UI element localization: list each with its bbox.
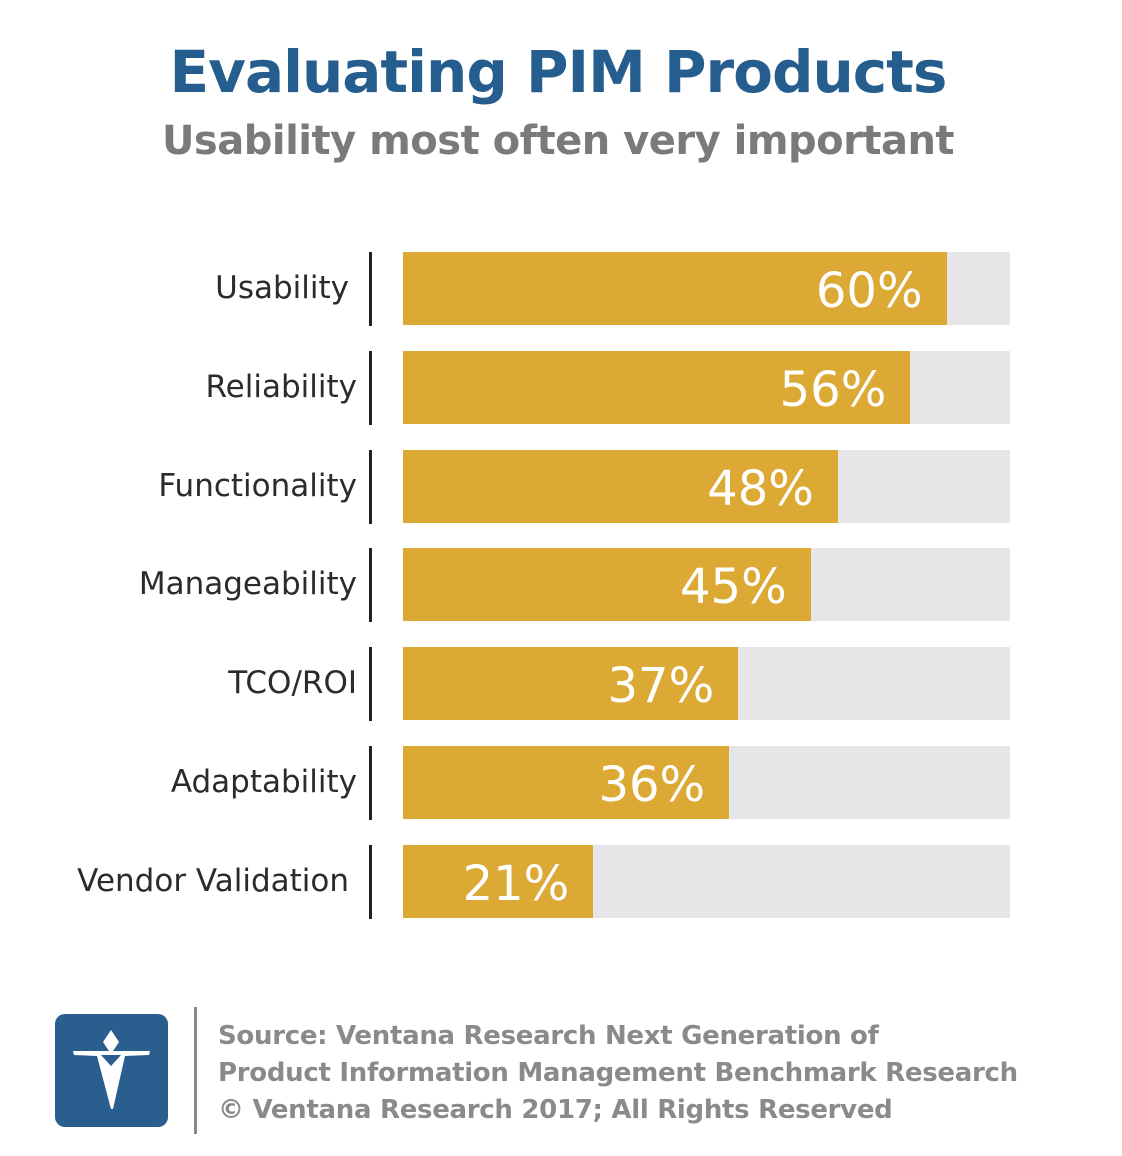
category-label: Reliability — [205, 369, 357, 405]
value-label: 60% — [815, 263, 923, 319]
axis-line — [369, 351, 372, 425]
bar-manageability: 45% — [403, 548, 811, 621]
axis-line — [369, 647, 372, 721]
category-label: Usability — [215, 270, 349, 306]
ventana-logo-icon — [55, 1014, 168, 1127]
category-label: Manageability — [138, 566, 357, 602]
value-label: 37% — [607, 658, 715, 714]
category-label: TCO/ROI — [228, 665, 357, 701]
bar-tco-roi: 37% — [403, 647, 739, 720]
source-text: Source: Ventana Research Next Generation… — [218, 1018, 1018, 1129]
axis-line — [369, 845, 372, 919]
bar-reliability: 56% — [403, 351, 911, 424]
footer-divider — [194, 1007, 197, 1134]
axis-line — [369, 450, 372, 524]
bar-track: 37% — [403, 647, 1010, 720]
bar-track: 36% — [403, 746, 1010, 819]
value-label: 45% — [679, 559, 787, 615]
bar-track: 21% — [403, 845, 1010, 918]
bar-track: 48% — [403, 450, 1010, 523]
chart-subtitle: Usability most often very important — [161, 118, 955, 164]
copyright-line: © Ventana Research 2017; All Rights Rese… — [218, 1095, 893, 1125]
source-line: Source: Ventana Research Next Generation… — [218, 1021, 879, 1051]
bar-track: 56% — [403, 351, 1010, 424]
source-line: Product Information Management Benchmark… — [218, 1058, 1018, 1088]
axis-line — [369, 746, 372, 820]
bar-vendor-validation: 21% — [403, 845, 594, 918]
bar-track: 60% — [403, 252, 1010, 325]
value-label: 36% — [598, 757, 706, 813]
bar-adaptability: 36% — [403, 746, 730, 819]
bar-usability: 60% — [403, 252, 947, 325]
value-label: 48% — [707, 461, 814, 517]
bar-track: 45% — [403, 548, 1010, 621]
axis-line — [369, 252, 372, 326]
category-label: Adaptability — [170, 764, 357, 800]
axis-line — [369, 548, 372, 622]
chart-title: Evaluating PIM Products — [169, 38, 948, 106]
category-label: Vendor Validation — [77, 863, 349, 899]
category-label: Functionality — [158, 468, 357, 504]
bar-functionality: 48% — [403, 450, 838, 523]
value-label: 56% — [779, 362, 887, 418]
value-label: 21% — [462, 856, 570, 912]
